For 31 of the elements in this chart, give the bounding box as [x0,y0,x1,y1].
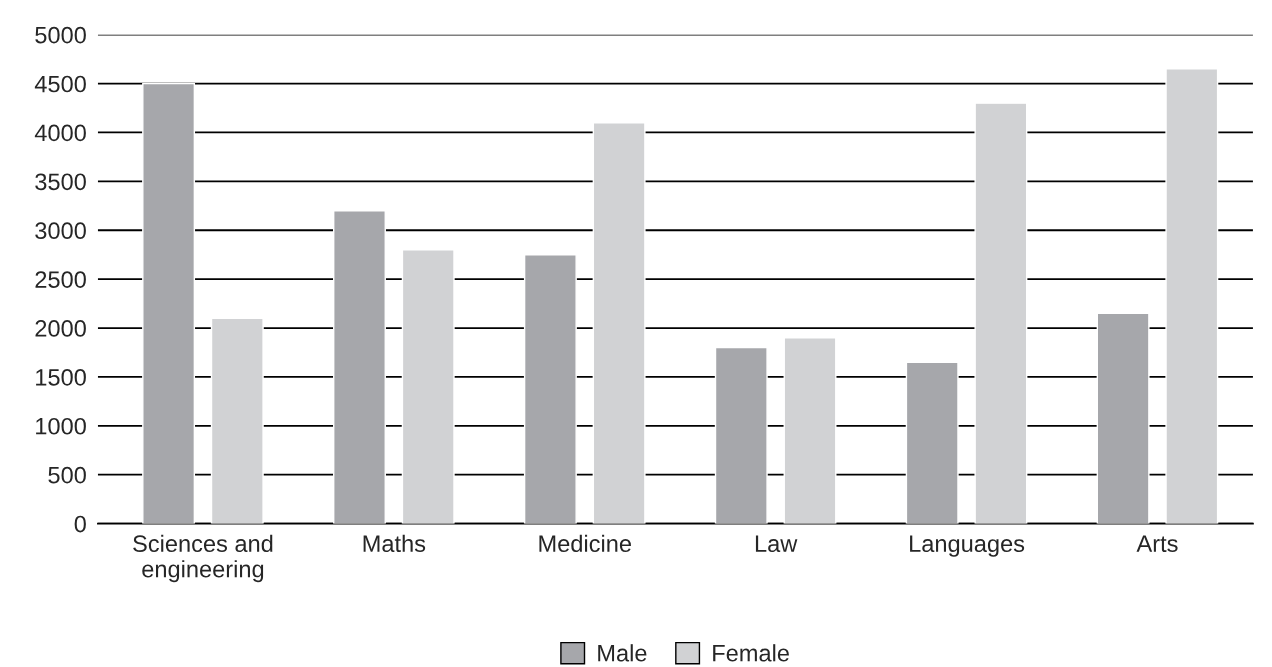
legend-label: Male [598,644,647,662]
bar [592,121,646,524]
bar [210,317,264,524]
bar [783,337,837,524]
y-tick-label: 1000 [36,417,86,435]
x-tick-label: Sciences and engineering [133,534,273,583]
y-tick-label: 3000 [35,222,86,240]
bar [333,209,386,524]
bar [974,102,1028,524]
bar [1165,68,1219,524]
y-tick-label: 3500 [35,173,86,191]
x-tick-label: Maths [363,534,426,553]
y-tick-label: 4000 [34,124,86,142]
x-tick-label: Medicine [539,534,631,553]
bar [523,253,577,524]
bar [1096,312,1150,524]
bar [142,82,196,524]
y-tick-label: 1500 [36,368,86,386]
x-tick-label: Arts [1136,535,1178,553]
bar [905,361,959,524]
y-tick-label: 4500 [34,75,86,93]
bar [401,249,455,524]
legend-label: Female [713,644,789,662]
x-tick-label: Languages [910,535,1025,557]
y-tick-label: 0 [74,515,86,533]
y-tick-label: 2500 [35,271,86,288]
y-tick-label: 500 [48,466,86,484]
y-tick-label: 2000 [35,320,86,337]
y-tick-label: 5000 [35,26,86,44]
x-tick-label: Law [755,535,798,553]
bar [714,346,768,524]
